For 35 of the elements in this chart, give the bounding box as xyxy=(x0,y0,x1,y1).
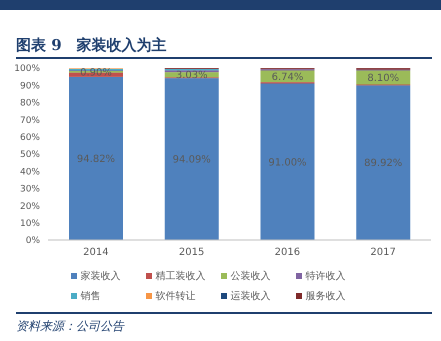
y-tick-label: 10% xyxy=(20,218,40,229)
y-tick-label: 30% xyxy=(20,184,40,195)
x-tick-label: 2017 xyxy=(370,247,396,258)
bar xyxy=(69,76,123,240)
y-tick-label: 100% xyxy=(14,64,40,74)
data-label: 8.10% xyxy=(367,73,400,84)
legend-label: 家装收入 xyxy=(80,270,120,283)
bar xyxy=(164,78,219,240)
legend-label: 服务收入 xyxy=(306,290,346,303)
data-label: 94.09% xyxy=(172,154,211,166)
legend-label: 运装收入 xyxy=(230,290,270,303)
data-label: 89.92% xyxy=(364,158,402,170)
y-tick-label: 70% xyxy=(20,116,40,126)
legend-label: 特许收入 xyxy=(306,270,346,283)
x-tick-label: 2014 xyxy=(83,247,109,258)
x-tick-label: 2015 xyxy=(178,247,204,258)
data-label: 6.74% xyxy=(272,72,304,83)
legend-label: 软件转让 xyxy=(156,290,196,303)
y-tick-label: 60% xyxy=(20,132,40,143)
y-tick-label: 90% xyxy=(20,81,40,92)
legend-label: 公装收入 xyxy=(230,270,270,283)
y-tick-label: 50% xyxy=(20,150,40,160)
y-tick-label: 80% xyxy=(20,98,40,109)
data-label: 94.82% xyxy=(76,154,116,166)
y-tick-label: 40% xyxy=(20,167,40,178)
chart-title: 图表 9 家装收入为主 xyxy=(16,36,432,59)
bar xyxy=(260,83,314,240)
y-tick-label: 0% xyxy=(26,236,40,246)
text: 资料来源：公司公告 xyxy=(16,318,126,335)
bar xyxy=(356,85,410,240)
data-label: 91.00% xyxy=(268,157,307,168)
legend-label: 销售 xyxy=(80,290,100,303)
y-tick-label: 20% xyxy=(20,202,40,212)
x-tick-label: 2016 xyxy=(274,247,300,258)
legend-label: 精工装收入 xyxy=(156,270,206,283)
